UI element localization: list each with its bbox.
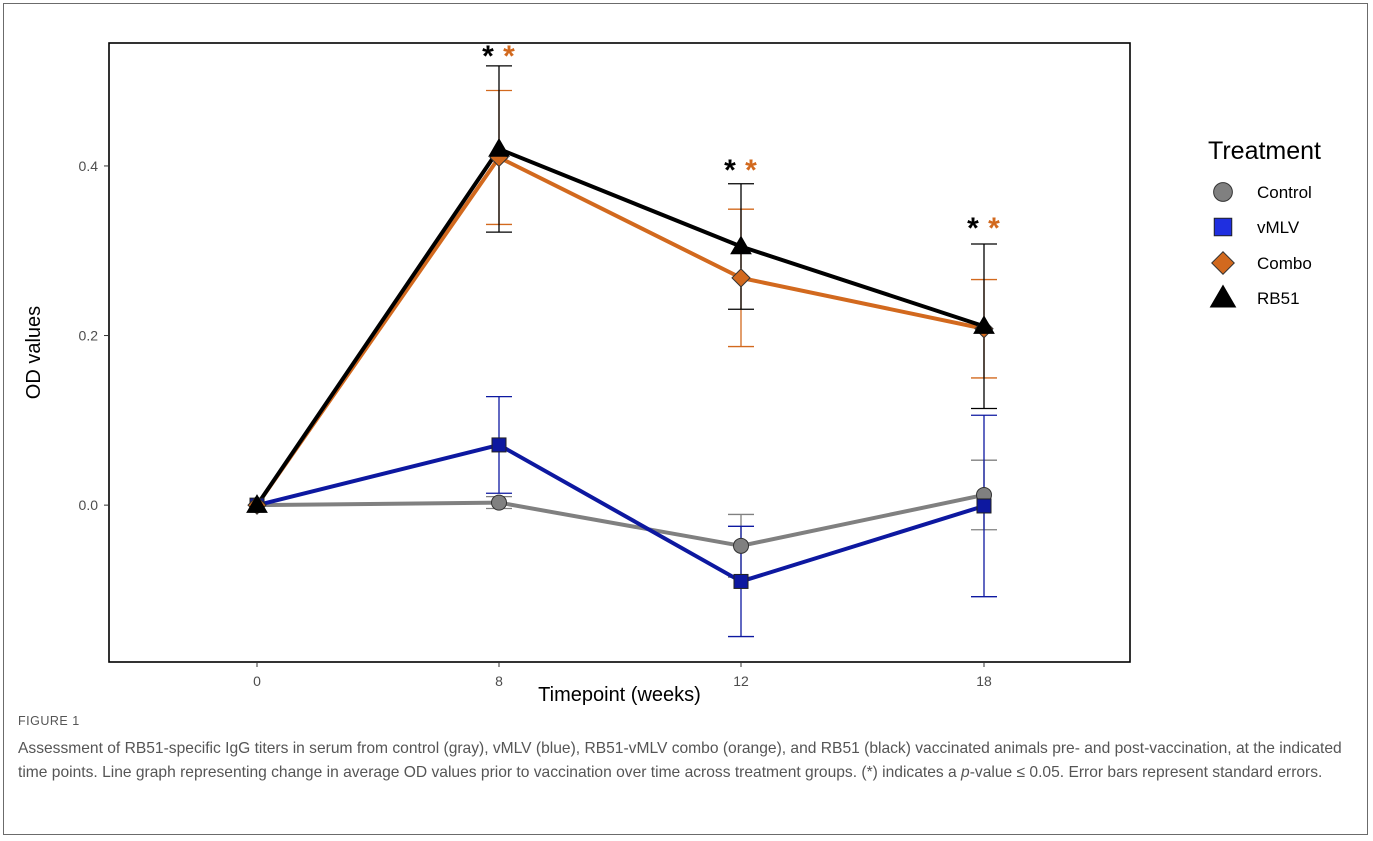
- x-tick-label: 0: [253, 673, 261, 689]
- plot-area: * * * * * *: [246, 40, 1000, 638]
- series-line-vmlv: [256, 442, 985, 584]
- x-tick-label: 18: [976, 673, 992, 689]
- series-line-control: [256, 492, 985, 548]
- y-tick-label: 0.4: [79, 158, 99, 174]
- data-point-rb51: [973, 315, 995, 334]
- significance-asterisk: *: [745, 154, 757, 187]
- data-point-vmlv: [491, 437, 507, 453]
- caption-text-1: Assessment of RB51-specific IgG titers i…: [18, 740, 1342, 781]
- data-point-rb51: [246, 494, 268, 513]
- data-point-vmlv: [976, 498, 992, 514]
- legend-label: RB51: [1257, 289, 1300, 308]
- data-point-combo: [731, 268, 751, 288]
- legend: Treatment Control vMLV Combo RB51: [1208, 137, 1321, 308]
- data-point-rb51: [730, 235, 752, 255]
- figure-caption: Assessment of RB51-specific IgG titers i…: [18, 737, 1353, 785]
- significance-asterisk: *: [724, 154, 736, 187]
- x-tick-label: 8: [495, 673, 503, 689]
- data-point-control: [733, 537, 749, 554]
- line-chart: * * * * * * 0.0 0.2 0.4 0 8 12 18 Timepoint (weeks) O…: [23, 40, 1321, 706]
- legend-key-rb51: [1209, 284, 1237, 308]
- caption-italic-p: p: [961, 764, 970, 781]
- y-tick-label: 0.0: [79, 497, 99, 513]
- significance-asterisk: *: [967, 212, 979, 245]
- series-line-combo: [255, 155, 985, 507]
- series-line-rb51: [255, 146, 985, 507]
- legend-label: Control: [1257, 183, 1312, 202]
- significance-asterisk: *: [988, 212, 1000, 245]
- data-point-control: [491, 494, 507, 511]
- x-axis-title: Timepoint (weeks): [538, 684, 701, 706]
- legend-key-control: [1213, 182, 1233, 202]
- y-axis-title: OD values: [23, 306, 45, 399]
- legend-key-combo: [1211, 251, 1235, 275]
- significance-asterisk: *: [503, 40, 515, 73]
- legend-title: Treatment: [1208, 137, 1321, 165]
- plot-border: [108, 42, 1131, 663]
- y-tick-label: 0.2: [79, 328, 99, 344]
- legend-key-vmlv: [1213, 217, 1233, 237]
- significance-asterisk: *: [482, 40, 494, 73]
- axes: 0.0 0.2 0.4 0 8 12 18 Timepoint (weeks) OD value…: [23, 42, 1131, 706]
- caption-text-2: -value ≤ 0.05. Error bars represent stan…: [969, 764, 1323, 781]
- x-tick-label: 12: [733, 673, 749, 689]
- data-point-vmlv: [733, 573, 749, 589]
- figure-label: FIGURE 1: [18, 714, 80, 728]
- legend-label: Combo: [1257, 254, 1312, 273]
- data-point-rb51: [488, 137, 510, 157]
- figure-frame: [3, 3, 1368, 835]
- legend-label: vMLV: [1257, 218, 1300, 237]
